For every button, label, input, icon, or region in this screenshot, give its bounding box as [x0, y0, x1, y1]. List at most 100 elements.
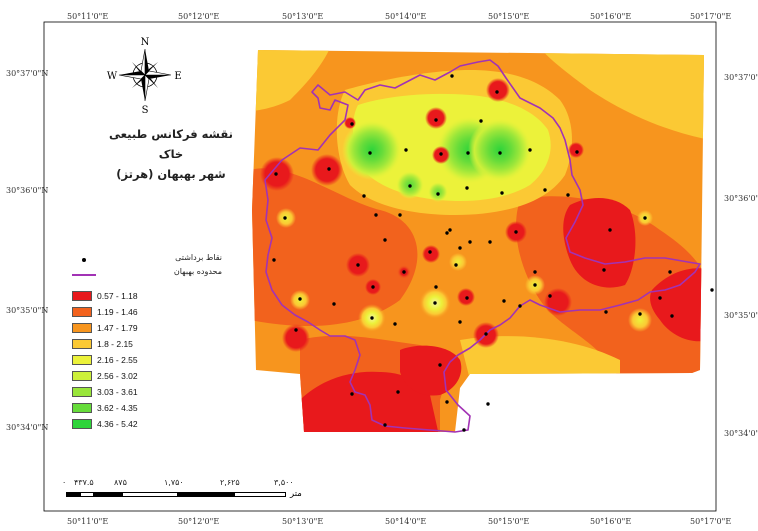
sample-point [371, 285, 375, 289]
scale-segment [80, 492, 94, 497]
legend-class-label: 3.62 - 4.35 [97, 403, 138, 413]
legend-swatch [72, 323, 92, 333]
legend-class-label: 4.36 - 5.42 [97, 419, 138, 429]
sample-point [448, 228, 452, 232]
lon-label-top: 50°14'0"E [385, 12, 427, 21]
lon-label-bottom: 50°14'0"E [385, 517, 427, 526]
legend-swatch [72, 291, 92, 301]
sample-point [404, 148, 408, 152]
sample-point [465, 186, 469, 190]
sample-point [383, 238, 387, 242]
legend-swatch [72, 339, 92, 349]
sample-point [327, 167, 331, 171]
sample-point [445, 400, 449, 404]
sample-point [608, 228, 612, 232]
boundary-line-symbol [72, 274, 96, 276]
frequency-surface [252, 50, 704, 432]
sample-point [408, 184, 412, 188]
sample-point [533, 270, 537, 274]
sample-point [710, 288, 714, 292]
lat-label-left: 30°34'0"N [6, 423, 49, 432]
lat-label-right: 30°34'0"N [724, 429, 758, 438]
lat-label-right: 30°37'0"N [724, 73, 758, 82]
legend-points-label: نقاط برداشتی [175, 253, 222, 262]
sample-point [638, 312, 642, 316]
legend-class: 1.47 - 1.79 [72, 323, 222, 334]
sample-point [454, 263, 458, 267]
lat-label-left: 30°36'0"N [6, 186, 49, 195]
sample-point [393, 322, 397, 326]
legend-swatch [72, 307, 92, 317]
lon-label-top: 50°15'0"E [488, 12, 530, 21]
lon-label-bottom: 50°16'0"E [590, 517, 632, 526]
south-label: S [142, 105, 149, 116]
legend-class: 1.19 - 1.46 [72, 307, 222, 318]
sample-point [484, 332, 488, 336]
sample-point [479, 119, 483, 123]
map-title: نقشه فرکانس طبیعی خاک شهر بهبهان (هرتز) [96, 124, 246, 184]
scale-segment [94, 492, 122, 497]
city-boundary [264, 59, 701, 433]
scale-bar: ۰ ۴۳۷.۵ ۸۷۵ ۱,۷۵۰ ۲,۶۲۵ ۳,۵۰۰ متر [62, 478, 322, 508]
sample-point [274, 172, 278, 176]
sample-point [458, 320, 462, 324]
sample-point [398, 213, 402, 217]
sample-point [350, 122, 354, 126]
scale-segment [234, 492, 286, 497]
legend-swatch [72, 371, 92, 381]
sample-point [488, 240, 492, 244]
sample-point [668, 270, 672, 274]
legend-class: 1.8 - 2.15 [72, 339, 222, 350]
map-title-line1: نقشه فرکانس طبیعی خاک [109, 127, 233, 161]
legend-swatch [72, 403, 92, 413]
sample-point [533, 283, 537, 287]
legend-class: 3.03 - 3.61 [72, 387, 222, 398]
map-frame [43, 21, 717, 512]
sample-point [462, 428, 466, 432]
sample-point [433, 301, 437, 305]
sample-point [438, 363, 442, 367]
legend-swatch [72, 419, 92, 429]
sample-point [298, 297, 302, 301]
legend-swatch [72, 355, 92, 365]
lon-label-top: 50°17'0"E [690, 12, 732, 21]
lon-label-bottom: 50°15'0"E [488, 517, 530, 526]
sample-point [332, 302, 336, 306]
sample-points [272, 74, 714, 432]
sample-point [402, 270, 406, 274]
sample-point [445, 231, 449, 235]
sample-point [543, 188, 547, 192]
sample-point [495, 90, 499, 94]
legend-class-label: 1.47 - 1.79 [97, 323, 138, 333]
scale-tick-label: ۸۷۵ [114, 478, 127, 487]
west-label: W [107, 71, 118, 82]
sample-point [566, 193, 570, 197]
legend-class-label: 0.57 - 1.18 [97, 291, 138, 301]
legend-class-label: 2.56 - 3.02 [97, 371, 138, 381]
sample-point [465, 296, 469, 300]
north-arrow: N E S W [107, 37, 182, 116]
scale-tick-label: ۲,۶۲۵ [220, 478, 240, 487]
sample-point [528, 148, 532, 152]
legend-class: 0.57 - 1.18 [72, 291, 222, 302]
sample-point [374, 213, 378, 217]
lon-label-top: 50°12'0"E [178, 12, 220, 21]
lon-label-bottom: 50°11'0"E [67, 517, 109, 526]
legend-boundary-label: محدوده بهبهان [173, 267, 222, 276]
scale-tick-label: ۰ [62, 478, 67, 487]
scale-tick-label: ۴۳۷.۵ [74, 478, 94, 487]
lat-label-right: 30°36'0"N [724, 194, 758, 203]
sample-point [283, 216, 287, 220]
sample-point [458, 246, 462, 250]
legend-swatch [72, 387, 92, 397]
sample-point [370, 316, 374, 320]
sample-point [294, 328, 298, 332]
legend-class: 3.62 - 4.35 [72, 403, 222, 414]
sample-point [602, 268, 606, 272]
sample-point [362, 194, 366, 198]
scale-unit: متر [290, 489, 302, 499]
lat-label-right: 30°35'0"N [724, 311, 758, 320]
sample-point [643, 216, 647, 220]
sample-point [439, 152, 443, 156]
legend: نقاط برداشتی محدوده بهبهان 0.57 - 1.18 1… [68, 253, 228, 431]
